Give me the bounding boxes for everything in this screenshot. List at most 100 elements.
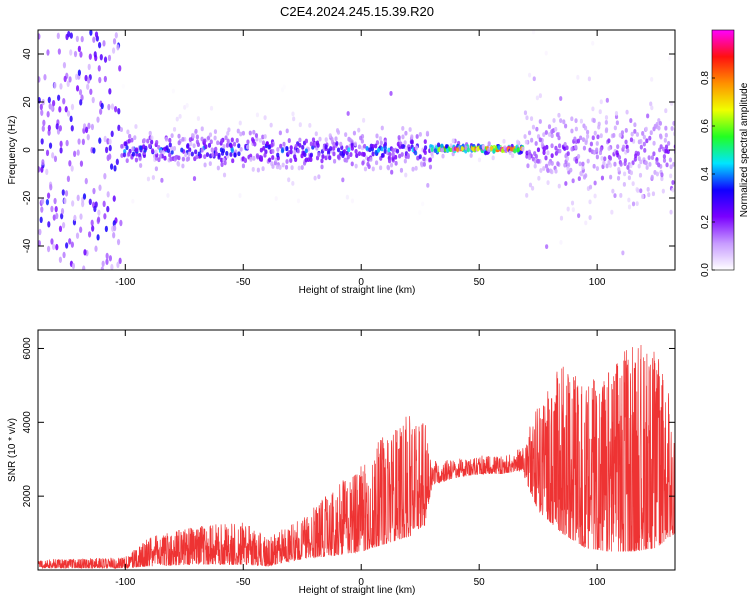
spectrogram-cell [142,138,146,143]
spectrogram-cell [592,163,596,169]
spectrogram-cell [285,146,289,151]
spectrogram-cell [258,137,263,143]
spectrogram-cell [671,180,675,185]
spectrogram-cell [536,158,541,164]
spectrogram-cell [82,193,87,200]
spectrogram-cell [296,198,301,204]
spectrogram-cell [61,221,66,229]
spectrogram-cell [550,129,554,134]
spectrogram-cell [570,200,575,206]
spectrogram-cell [642,141,646,147]
spectrogram-cell [375,133,379,139]
spectrogram-cell [224,135,228,141]
spectrogram-cell [544,155,548,161]
spectrogram-cell [118,65,122,72]
spectrogram-cell [297,165,301,171]
spectrogram-cell [138,156,142,162]
spectrogram-cell [650,105,654,111]
spectrogram-cell [357,127,361,133]
spectrogram-cell [536,134,541,139]
spectrogram-cell [166,193,170,198]
spectrogram-cell [86,83,90,90]
spectrogram-cell [627,204,632,210]
spectrogram-cell [542,150,546,156]
spectrogram-cell [339,141,343,147]
spectrogram-cell [581,137,586,143]
spectrogram-cell [174,154,178,160]
spectrogram-cell [524,139,528,145]
spectrogram-cell [403,158,407,164]
spectrogram-cell [116,238,121,246]
spectrogram-cell [535,95,540,101]
spectrogram-cell [648,135,652,141]
spectrogram-cell [271,164,275,169]
spectrogram-cell [500,148,505,154]
spectrogram-cell [538,137,542,143]
spectrogram-cell [279,143,283,149]
spectrogram-cell [170,149,174,155]
spectrogram-cell [200,147,204,153]
spectrogram-cell [261,134,265,140]
spectrogram-cell [99,53,103,61]
spectrogram-cell [135,147,139,153]
spectrogram-cell [607,146,611,151]
y-tick-label: 0 [22,147,33,153]
spectrogram-x-ticks: -100 -50 0 50 100 [115,30,606,288]
spectrogram-cell [400,144,404,149]
spectrogram-cell [631,160,635,166]
spectrogram-cell [71,262,76,270]
spectrogram-cell [355,153,359,158]
spectrogram-cell [550,133,554,139]
spectrogram-cell [403,140,407,146]
spectrogram-cell [345,157,349,163]
spectrogram-cell [605,97,609,103]
spectrogram-cell [236,128,240,134]
spectrogram-cell [194,149,198,155]
spectrogram-cell [611,188,615,194]
spectrogram-cell [79,213,83,220]
spectrogram-cell [563,162,567,168]
spectrogram-cell [241,130,246,136]
spectrogram-cell [114,105,118,113]
spectrogram-cell [616,144,620,150]
spectrogram-cell [90,219,94,227]
spectrogram-cell [639,144,643,150]
spectrogram-cell [62,97,66,105]
spectrogram-cell [38,76,41,83]
spectrogram-cell [55,123,59,130]
spectrogram-cell [646,186,650,192]
spectrogram-cell [516,139,520,145]
spectrogram-cell [125,158,129,163]
spectrogram-cell [278,130,282,136]
spectrogram-cell [38,33,41,40]
spectrogram-cell [214,151,219,157]
spectrogram-cell [89,88,93,95]
spectrogram-cell [321,154,325,159]
spectrogram-cell [64,190,69,197]
spectrogram-cell [613,193,617,199]
y-tick-label: 40 [22,48,33,60]
spectrogram-cell [595,166,600,171]
spectrogram-cell [383,149,387,154]
spectrogram-cell [579,135,583,141]
colorbar: 0.0 0.2 0.4 0.6 0.8 Normalized spectral ampl… [700,29,750,277]
spectrogram-cell [554,145,558,151]
x-tick-label: 50 [474,277,486,288]
spectrogram-cell [73,214,77,222]
spectrogram-cell [177,133,181,139]
spectrogram-cell [332,151,336,157]
spectrogram-cell [359,135,363,141]
spectrogram-cell [513,148,517,154]
spectrogram-cell [42,119,46,127]
spectrogram-cell [554,126,558,132]
spectrogram-cell [362,117,366,123]
spectrogram-cell [291,111,295,117]
spectrogram-cell [641,131,645,136]
spectrogram-cell [570,128,574,134]
spectrogram-cell [134,157,139,163]
spectrogram-cell [113,165,117,172]
spectrogram-cell [574,118,578,124]
spectrogram-cell [79,160,84,167]
spectrogram-cell [112,195,116,202]
spectrogram-cell [557,183,561,189]
